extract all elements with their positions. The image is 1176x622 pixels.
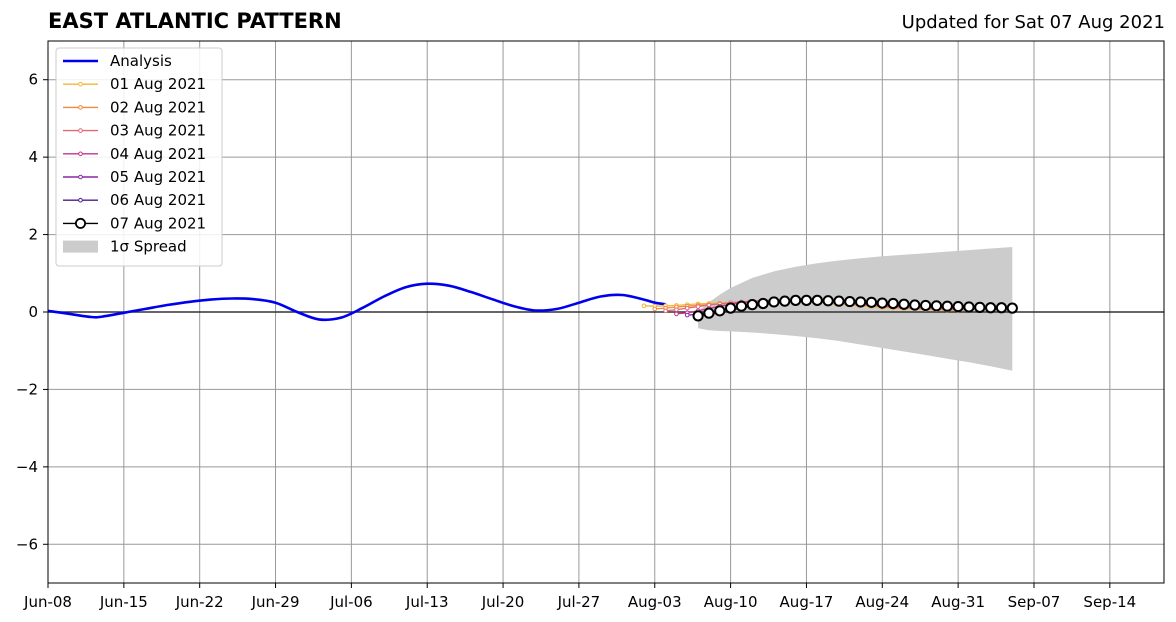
chart-title: EAST ATLANTIC PATTERN (48, 9, 342, 33)
y-tick-label: 4 (28, 148, 38, 166)
forecast-point (822, 295, 834, 307)
forecast-point (703, 307, 715, 319)
forecast-point (887, 297, 899, 310)
legend-spread-swatch (63, 240, 98, 253)
legend-marker (78, 128, 83, 133)
forecast-point (865, 296, 878, 308)
forecast-point (1006, 302, 1018, 314)
y-tick-label: 6 (28, 71, 38, 89)
forecast-point (855, 296, 867, 308)
y-tick-label: 0 (28, 303, 38, 321)
x-tick-label: Jul-13 (405, 593, 449, 611)
legend-marker (78, 81, 83, 87)
forecast-point (909, 299, 921, 311)
legend-label: 04 Aug 2021 (110, 145, 206, 163)
x-tick-label: Aug-10 (704, 593, 758, 611)
x-tick-label: Jul-06 (329, 593, 373, 611)
legend-marker (78, 151, 83, 157)
x-tick-label: Aug-03 (628, 593, 682, 611)
axes-frame (47, 40, 1165, 584)
forecast-point (800, 294, 813, 306)
forecast-point (930, 300, 943, 312)
forecast-point (833, 295, 845, 307)
forecast-point (974, 301, 986, 313)
y-tick-label: 2 (28, 226, 38, 244)
forecast-point (652, 306, 658, 312)
x-tick-label: Jun-08 (23, 593, 72, 611)
legend: Analysis 01 Aug 2021 02 Aug 2021 03 Aug 202… (55, 47, 223, 267)
analysis-line (47, 282, 666, 322)
forecast-point (790, 294, 802, 306)
legend-marker (78, 174, 83, 180)
legend-label: Analysis (110, 52, 172, 70)
forecast-point (985, 302, 997, 314)
forecast-point (768, 296, 780, 308)
forecast-point (844, 295, 856, 308)
forecast-point (920, 299, 932, 312)
x-tick-label: Aug-17 (780, 593, 834, 611)
legend-label: 01 Aug 2021 (110, 75, 206, 93)
y-tick-label: −4 (16, 458, 38, 476)
legend-box (55, 47, 223, 267)
forecast-point (695, 304, 701, 309)
x-tick-label: Sep-07 (1008, 593, 1061, 611)
forecast-point (692, 310, 704, 322)
legend-marker (75, 217, 87, 229)
forecast-point (684, 312, 690, 318)
x-tick-label: Aug-24 (855, 593, 909, 611)
forecast-point (735, 300, 748, 312)
legend-label: 03 Aug 2021 (110, 122, 206, 140)
legend-marker (78, 197, 83, 203)
forecast-point (674, 311, 679, 317)
updated-date: Updated for Sat 07 Aug 2021 (901, 12, 1165, 33)
forecast-point (898, 298, 910, 310)
y-tick-label: −6 (16, 535, 38, 553)
forecast-point (876, 297, 888, 309)
forecast-point (952, 300, 964, 313)
legend-label: 02 Aug 2021 (110, 98, 206, 116)
x-tick-label: Jun-22 (175, 593, 224, 611)
x-tick-label: Jul-20 (481, 593, 525, 611)
legend-label: 05 Aug 2021 (110, 168, 206, 186)
forecast-point (779, 295, 791, 307)
x-tick-label: Sep-14 (1083, 593, 1136, 611)
forecast-point (811, 294, 823, 306)
x-tick-label: Jun-29 (251, 593, 300, 611)
legend-label: 1σ Spread (110, 238, 187, 256)
forecast-point (757, 297, 769, 310)
forecast-point (663, 308, 668, 314)
forecast-point (725, 302, 737, 314)
forecast-point (714, 305, 726, 317)
legend-label: 07 Aug 2021 (110, 214, 206, 232)
forecast-point (746, 299, 758, 311)
x-tick-label: Jul-27 (557, 593, 601, 611)
forecast-point (684, 305, 690, 311)
forecast-point (995, 302, 1008, 314)
legend-label: 06 Aug 2021 (110, 191, 206, 209)
forecast-point (963, 301, 975, 313)
x-tick-label: Aug-31 (931, 593, 985, 611)
x-tick-label: Jun-15 (99, 593, 148, 611)
forecast-point (641, 303, 647, 309)
forecast-point (674, 307, 679, 312)
legend-marker (78, 105, 83, 110)
spread-band (698, 247, 1013, 371)
y-tick-label: −2 (16, 380, 38, 398)
forecast-point (941, 300, 953, 312)
